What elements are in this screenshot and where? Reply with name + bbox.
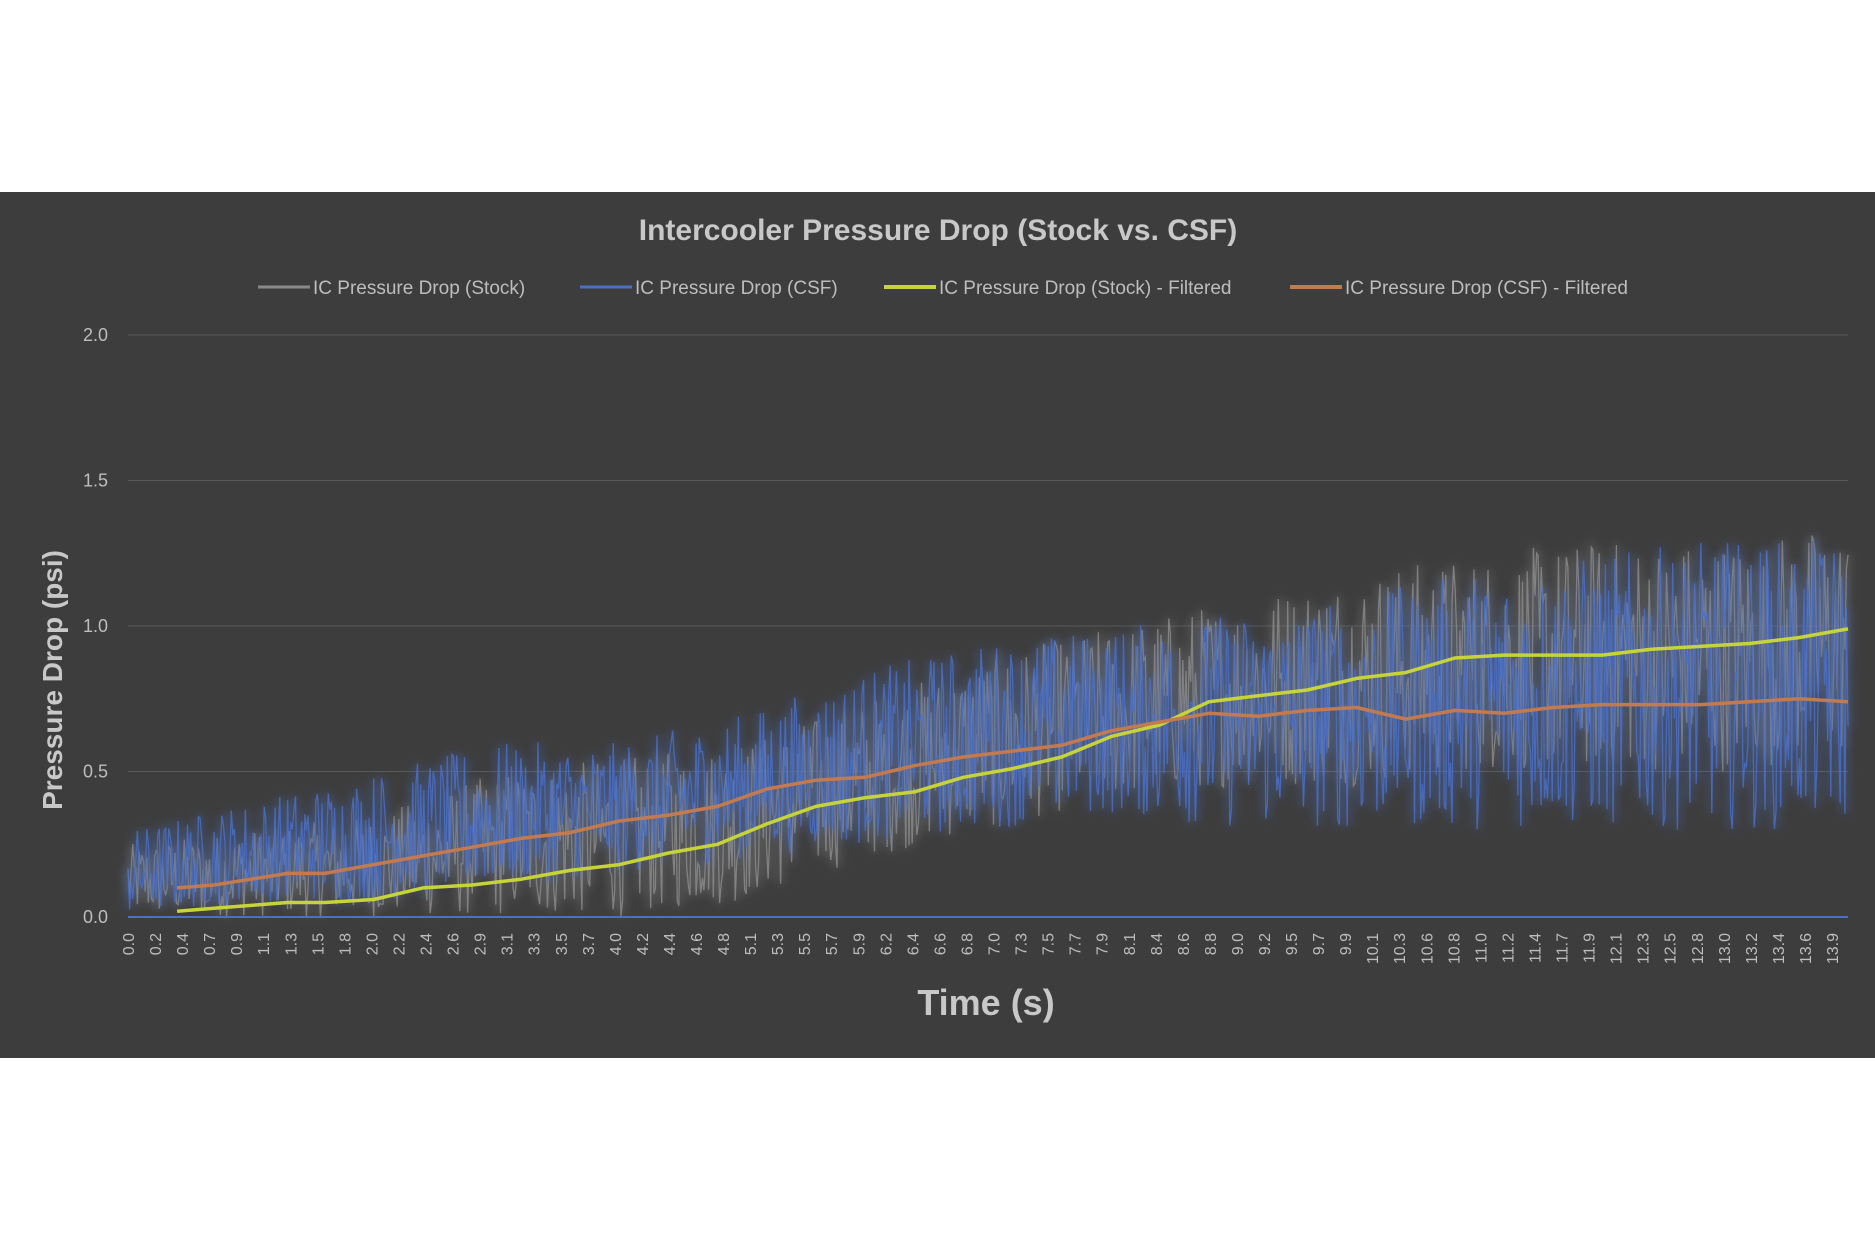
noisy-series-layer: [125, 534, 1851, 918]
x-tick-label: 0.9: [229, 933, 246, 955]
x-tick-label: 0.0: [121, 933, 138, 955]
series-line-noisy: [127, 538, 1849, 910]
x-tick-label: 9.9: [1338, 933, 1355, 955]
x-tick-label: 6.4: [905, 933, 922, 955]
y-tick-label: 2.0: [83, 325, 108, 345]
x-tick-label: 9.0: [1230, 933, 1247, 955]
series-line-filtered: [176, 697, 1849, 890]
y-tick-label: 0.5: [83, 762, 108, 782]
legend-entry: IC Pressure Drop (Stock): [313, 278, 525, 299]
x-tick-label: 11.0: [1473, 933, 1490, 963]
x-tick-label: 5.3: [770, 933, 787, 955]
series-line-filtered: [176, 627, 1849, 913]
x-tick-label: 0.2: [148, 933, 165, 955]
x-tick-label: 8.6: [1176, 933, 1193, 955]
x-tick-label: 7.7: [1068, 933, 1085, 955]
x-tick-label: 4.6: [689, 933, 706, 955]
x-tick-label: 2.4: [419, 933, 436, 955]
x-tick-label: 12.5: [1663, 933, 1680, 964]
x-tick-label: 10.8: [1446, 933, 1463, 964]
x-tick-label: 12.1: [1609, 933, 1626, 964]
x-tick-label: 2.9: [473, 933, 490, 955]
x-tick-label: 2.2: [391, 933, 408, 955]
x-tick-label: 3.7: [581, 933, 598, 955]
x-tick-label: 9.2: [1257, 933, 1274, 955]
x-tick-label: 6.2: [878, 933, 895, 955]
x-tick-label: 6.6: [932, 933, 949, 955]
x-tick-label: 4.2: [635, 933, 652, 955]
x-tick-label: 5.1: [743, 933, 760, 955]
y-tick-label: 0.0: [83, 907, 108, 927]
x-tick-label: 8.4: [1149, 933, 1166, 955]
x-tick-label: 0.4: [175, 933, 192, 955]
x-tick-label: 4.8: [716, 933, 733, 955]
x-tick-label: 11.9: [1582, 933, 1599, 963]
legend: IC Pressure Drop (Stock) IC Pressure Drop…: [258, 278, 1628, 299]
x-tick-label: 1.8: [337, 933, 354, 955]
x-tick-label: 10.3: [1392, 933, 1409, 964]
x-tick-label: 1.3: [283, 933, 300, 955]
filtered-series-layer: [176, 627, 1849, 913]
x-tick-label: 13.6: [1798, 933, 1815, 964]
x-tick-label: 13.2: [1744, 933, 1761, 964]
legend-entry: IC Pressure Drop (CSF): [635, 278, 838, 299]
x-tick-label: 10.6: [1419, 933, 1436, 964]
chart-svg: Intercooler Pressure Drop (Stock vs. CSF…: [37, 214, 1851, 1023]
x-tick-label: 7.0: [987, 933, 1004, 955]
x-tick-label: 2.6: [446, 933, 463, 955]
x-tick-label: 0.7: [202, 933, 219, 955]
x-tick-label: 9.7: [1311, 933, 1328, 955]
x-tick-label: 13.4: [1771, 933, 1788, 964]
x-tick-label: 7.3: [1014, 933, 1031, 955]
x-tick-label: 8.8: [1203, 933, 1220, 955]
x-tick-label: 3.5: [554, 933, 571, 955]
x-tick-label: 5.5: [797, 933, 814, 955]
x-tick-label: 6.8: [959, 933, 976, 955]
y-tick-label: 1.5: [83, 471, 108, 491]
x-axis-label: Time (s): [917, 982, 1054, 1023]
x-tick-label: 1.1: [256, 933, 273, 955]
x-tick-label: 11.2: [1500, 933, 1517, 963]
x-tick-label: 13.9: [1825, 933, 1842, 964]
x-tick-label: 4.4: [662, 933, 679, 955]
x-axis-ticks: 0.0 0.2 0.4 0.7 0.9 1.1 1.3 1.5 1.8 2.0 2.2 2.4 2.6 2…: [121, 933, 1842, 964]
x-tick-label: 7.5: [1041, 933, 1058, 955]
x-tick-label: 9.5: [1284, 933, 1301, 955]
y-axis-label: Pressure Drop (psi): [37, 550, 68, 810]
x-tick-label: 8.1: [1122, 933, 1139, 955]
y-axis-ticks: 0.0 0.5 1.0 1.5 2.0: [83, 325, 108, 927]
x-tick-label: 10.1: [1365, 933, 1382, 964]
x-tick-label: 13.0: [1717, 933, 1734, 964]
x-tick-label: 1.5: [310, 933, 327, 955]
y-tick-label: 1.0: [83, 616, 108, 636]
x-tick-label: 5.7: [824, 933, 841, 955]
legend-entry: IC Pressure Drop (Stock) - Filtered: [939, 278, 1231, 299]
x-tick-label: 3.3: [527, 933, 544, 955]
chart-panel: Intercooler Pressure Drop (Stock vs. CSF…: [0, 192, 1875, 1058]
x-tick-label: 5.9: [851, 933, 868, 955]
x-tick-label: 2.0: [364, 933, 381, 955]
legend-entry: IC Pressure Drop (CSF) - Filtered: [1345, 278, 1628, 299]
x-tick-label: 11.4: [1527, 933, 1544, 963]
x-tick-label: 4.0: [608, 933, 625, 955]
x-tick-label: 12.3: [1636, 933, 1653, 964]
chart-title: Intercooler Pressure Drop (Stock vs. CSF…: [639, 214, 1238, 247]
x-tick-label: 7.9: [1095, 933, 1112, 955]
x-tick-label: 3.1: [500, 933, 517, 955]
x-tick-label: 11.7: [1555, 933, 1572, 963]
x-tick-label: 12.8: [1690, 933, 1707, 964]
